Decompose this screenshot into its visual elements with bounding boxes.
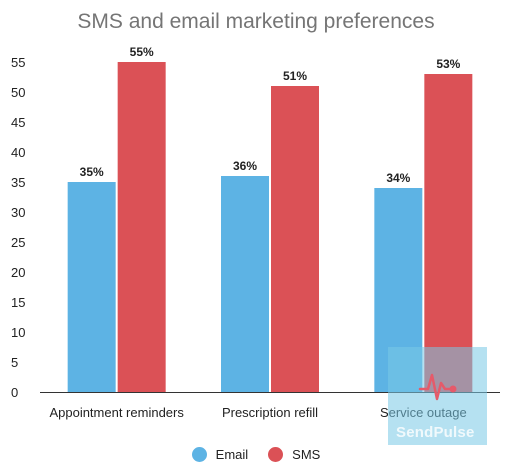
bar-sms-1 (271, 86, 319, 392)
x-category-label-0: Appointment reminders (49, 405, 184, 420)
x-category-label-1: Prescription refill (222, 405, 318, 420)
y-tick-label-5: 25 (11, 235, 25, 250)
y-tick-label-11: 55 (11, 55, 25, 70)
bar-email-1 (221, 176, 269, 392)
data-label-email-1: 36% (233, 159, 257, 173)
data-label-email-0: 35% (80, 165, 104, 179)
bar-email-0 (67, 182, 116, 392)
legend-swatch-sms (268, 447, 284, 462)
y-tick-label-3: 15 (11, 295, 25, 310)
data-label-email-2: 34% (386, 171, 410, 185)
data-label-sms-0: 55% (130, 45, 154, 59)
sendpulse-watermark: SendPulse (388, 347, 487, 445)
y-tick-label-8: 40 (11, 145, 25, 160)
pulse-logo-icon (418, 373, 457, 401)
legend-item-email: Email (191, 447, 249, 462)
y-tick-label-10: 50 (11, 85, 25, 100)
bar-sms-0 (117, 62, 166, 392)
legend-label-sms: SMS (292, 447, 321, 462)
bar-sms-2 (424, 74, 473, 392)
y-tick-label-2: 10 (11, 325, 25, 340)
y-tick-label-6: 30 (11, 205, 25, 220)
y-tick-label-4: 20 (11, 265, 25, 280)
legend-label-email: Email (215, 447, 249, 462)
y-tick-label-0: 0 (11, 385, 18, 400)
legend-swatch-email (191, 447, 207, 462)
chart-plot-area: 0 5 10 15 20 25 30 35 40 45 50 55 35% 55% Appointment … (11, 45, 500, 420)
chart-title: SMS and email marketing preferences (77, 10, 435, 33)
legend-item-sms: SMS (268, 447, 320, 462)
data-label-sms-2: 53% (436, 57, 460, 71)
chart-legend: Email SMS (0, 447, 512, 462)
y-tick-label-9: 45 (11, 115, 25, 130)
y-tick-label-7: 35 (11, 175, 25, 190)
watermark-brand-text: SendPulse (396, 424, 475, 441)
data-label-sms-1: 51% (283, 69, 307, 83)
y-tick-label-1: 5 (11, 355, 18, 370)
